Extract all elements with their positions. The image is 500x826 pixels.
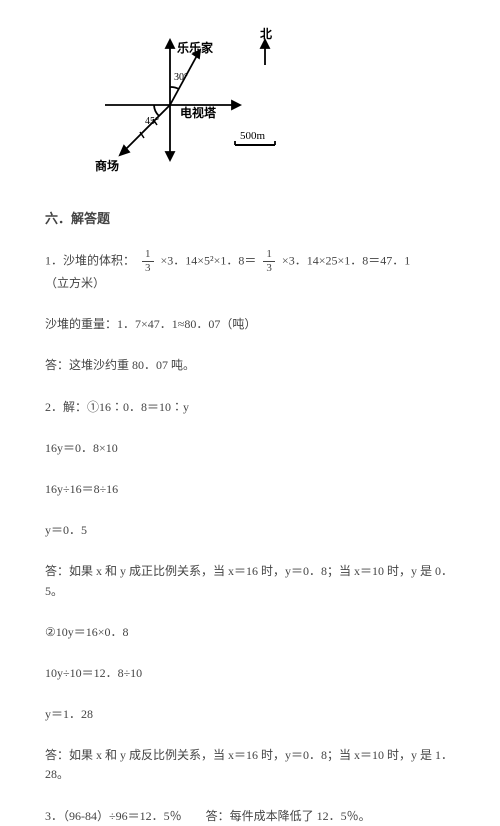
answer-line: y＝0．5 <box>45 521 455 540</box>
answer-line: 答：这堆沙约重 80．07 吨。 <box>45 356 455 375</box>
label-north: 北 <box>260 26 272 41</box>
answer-line: 答：如果 x 和 y 成正比例关系，当 x＝16 时，y＝0．8；当 x＝10 … <box>45 562 455 600</box>
answer-line: 答：如果 x 和 y 成反比例关系，当 x＝16 时，y＝0．8；当 x＝10 … <box>45 746 455 784</box>
label-tvtower: 电视塔 <box>180 105 217 120</box>
text: （立方米） <box>45 276 105 290</box>
answer-line: ②10y＝16×0．8 <box>45 623 455 642</box>
section-title: 六．解答题 <box>45 208 455 227</box>
answer-line: 3．（96-84）÷96＝12．5％ 答：每件成本降低了 12．5％。 <box>45 807 455 826</box>
text: ×3．14×25×1．8＝47．1 <box>282 253 410 267</box>
answer-line-1: 1．沙堆的体积： 13 ×3．14×5²×1．8＝ 13 ×3．14×25×1．… <box>45 249 455 293</box>
answer-line: 2．解：①16∶0．8＝10∶y <box>45 398 455 417</box>
text: ×3．14×5²×1．8＝ <box>161 253 257 267</box>
label-angle30: 30° <box>174 72 188 83</box>
label-angle45: 45° <box>145 116 159 127</box>
answer-line: 16y＝0．8×10 <box>45 439 455 458</box>
fraction: 13 <box>263 249 275 274</box>
answer-line: 沙堆的重量：1．7×47．1≈80．07（吨） <box>45 315 455 334</box>
fraction: 13 <box>142 249 154 274</box>
compass-diagram: 乐乐家 北 30° 45° 电视塔 商场 500m <box>80 25 455 180</box>
label-scale: 500m <box>240 130 266 142</box>
answer-line: 16y÷16＝8÷16 <box>45 480 455 499</box>
answer-line: y＝1．28 <box>45 705 455 724</box>
label-lelejia: 乐乐家 <box>177 40 214 55</box>
answer-line: 10y÷10＝12．8÷10 <box>45 664 455 683</box>
label-shangchang: 商场 <box>95 158 119 173</box>
text: 1．沙堆的体积： <box>45 253 135 267</box>
